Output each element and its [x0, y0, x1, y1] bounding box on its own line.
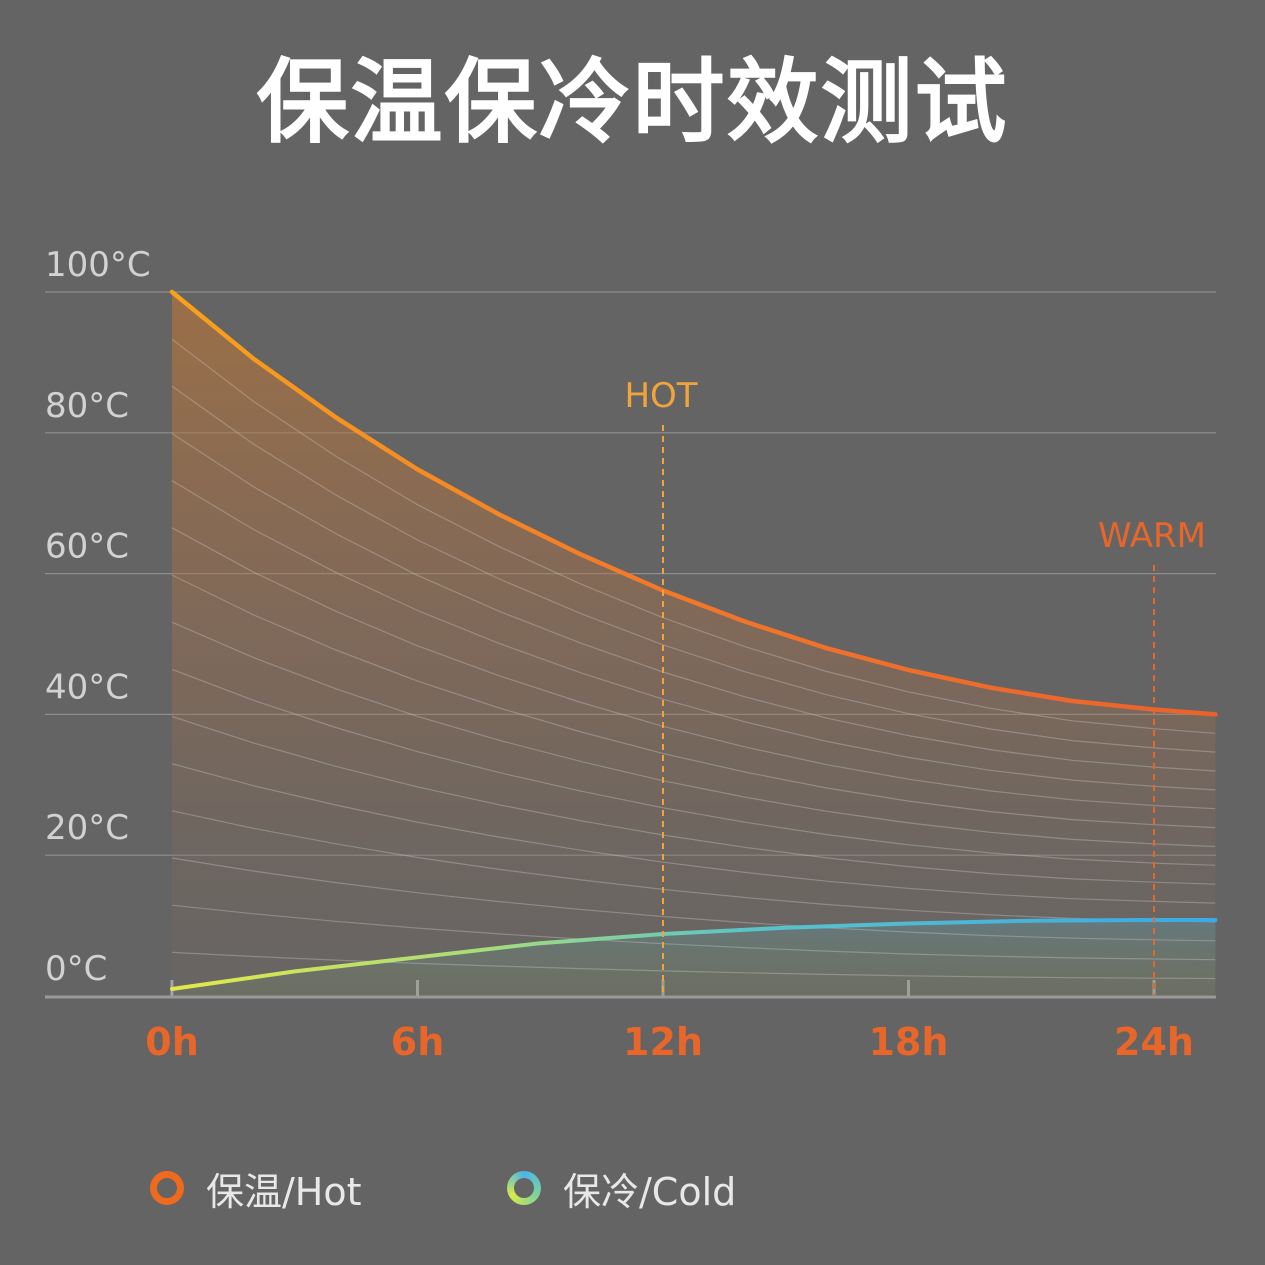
decay-guide-curve — [172, 621, 1216, 848]
annotation-label-warm: WARM — [1098, 516, 1206, 556]
hot-series-line — [169, 289, 1218, 717]
decay-guide-curve — [172, 715, 1216, 885]
y-tick-label: 100°C — [45, 245, 151, 285]
y-tick-label: 60°C — [45, 527, 129, 567]
legend-label-hot: 保温/Hot — [206, 1169, 362, 1214]
legend-label-cold: 保冷/Cold — [563, 1169, 737, 1214]
decay-guide-curve — [172, 810, 1216, 923]
decay-guide-curve — [172, 527, 1216, 810]
decay-guide-curve — [172, 480, 1216, 791]
legend-item-hot: 保温/Hot — [150, 1160, 362, 1216]
decay-guide-curve — [172, 338, 1216, 734]
decay-guide-curve — [172, 857, 1216, 942]
x-tick-label: 0h — [145, 1020, 199, 1064]
x-tick-label: 6h — [391, 1020, 445, 1064]
y-tick-label: 0°C — [45, 949, 107, 989]
cold-area — [172, 920, 1216, 996]
decay-guide-curve — [172, 385, 1216, 753]
cold-series-line — [170, 918, 1218, 991]
decay-guide-curve — [172, 574, 1216, 829]
x-tick-label: 12h — [623, 1020, 703, 1064]
y-tick-label: 20°C — [45, 808, 129, 848]
y-tick-label: 40°C — [45, 667, 129, 707]
decay-guide-curve — [172, 904, 1216, 961]
x-tick-label: 24h — [1114, 1020, 1194, 1064]
x-tick-label: 18h — [869, 1020, 949, 1064]
page-title: 保温保冷时效测试 — [256, 49, 1009, 156]
hot-ring-icon — [150, 1171, 184, 1205]
y-tick-label: 80°C — [45, 386, 129, 426]
annotation-label-hot: HOT — [624, 376, 697, 416]
cold-ring-icon — [507, 1171, 541, 1205]
hot-area — [172, 292, 1216, 996]
decay-guide-curve — [172, 668, 1216, 866]
decay-guide-curve — [172, 951, 1216, 980]
legend-item-cold: 保冷/Cold — [507, 1160, 736, 1216]
decay-guide-curve — [172, 763, 1216, 904]
decay-guide-curve — [172, 432, 1216, 772]
